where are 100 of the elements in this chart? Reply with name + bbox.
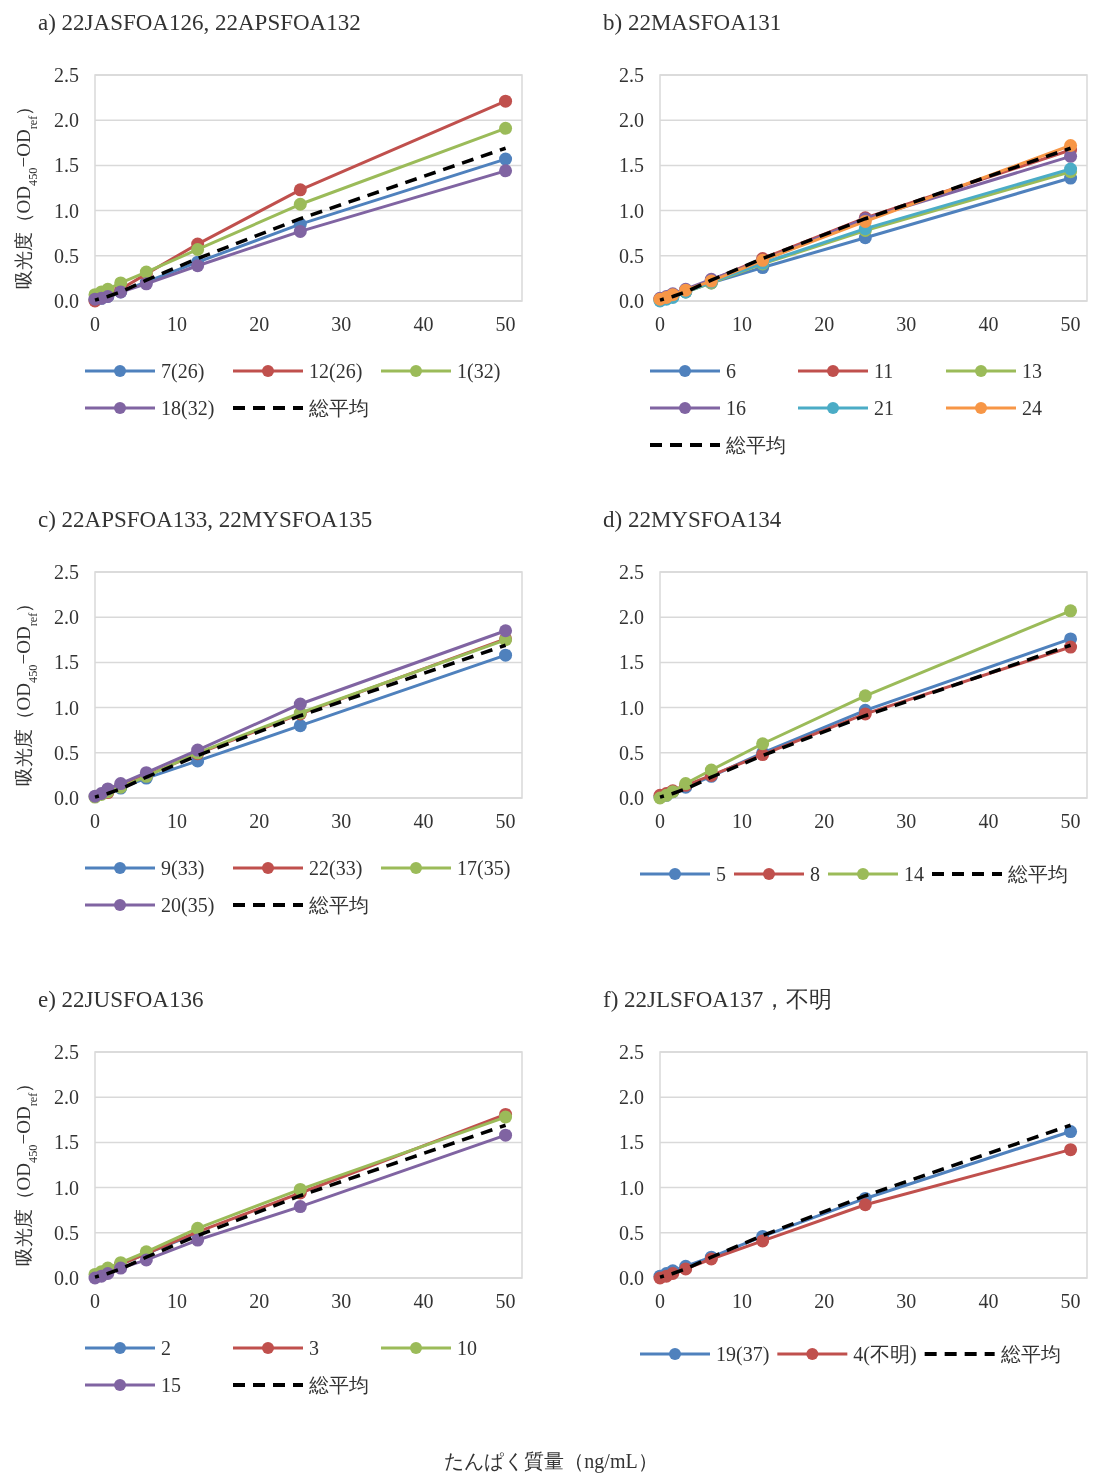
legend-label: 7(26) — [161, 360, 205, 383]
x-tick-label: 10 — [167, 810, 188, 832]
y-tick-label: 0.5 — [619, 1221, 644, 1244]
chart-title: c) 22APSFOA133, 22MYSFOA135 — [38, 507, 373, 532]
point — [1064, 1125, 1078, 1139]
x-tick-label: 0 — [90, 313, 100, 335]
point — [704, 763, 718, 777]
x-tick-label: 30 — [896, 810, 917, 832]
x-tick-label: 0 — [90, 1290, 100, 1312]
y-tick-label: 1.5 — [619, 1131, 644, 1154]
y-tick-label: 1.0 — [619, 696, 644, 719]
y-tick-label: 1.0 — [54, 1176, 79, 1199]
legend-label: 総平均 — [999, 1343, 1061, 1365]
y-tick-label: 1.0 — [54, 199, 79, 222]
y-tick-label: 2.5 — [619, 1041, 644, 1063]
y-tick-label: 2.0 — [619, 1086, 644, 1109]
point — [293, 1182, 307, 1196]
legend-label: 1(32) — [457, 360, 501, 383]
legend-label: 11 — [874, 360, 894, 382]
x-tick-label: 20 — [249, 1290, 270, 1312]
legend-label: 総平均 — [1007, 863, 1068, 885]
y-tick-label: 0.0 — [54, 290, 79, 312]
x-tick-label: 10 — [732, 313, 753, 335]
y-tick-label: 1.0 — [619, 199, 644, 222]
y-tick-label: 2.5 — [619, 561, 644, 583]
legend-label: 12(26) — [309, 360, 363, 383]
legend-label: 18(32) — [161, 397, 215, 420]
y-tick-label: 2.0 — [619, 109, 644, 132]
legend-label: 13 — [1022, 360, 1042, 382]
x-tick-label: 50 — [1060, 313, 1081, 335]
y-tick-label: 2.5 — [54, 64, 79, 86]
x-tick-label: 20 — [814, 1290, 835, 1312]
legend-label: 総平均 — [308, 1374, 369, 1396]
y-tick-label: 1.5 — [619, 154, 644, 177]
y-tick-label: 0.5 — [54, 1221, 79, 1244]
point — [1064, 604, 1078, 618]
x-tick-label: 20 — [814, 313, 835, 335]
x-tick-label: 30 — [896, 313, 917, 335]
legend-label: 総平均 — [308, 397, 369, 419]
y-tick-label: 2.0 — [54, 606, 79, 629]
chart-title: a) 22JASFOA126, 22APSFOA132 — [38, 10, 361, 35]
y-tick-label: 2.0 — [54, 1086, 79, 1109]
x-tick-label: 10 — [167, 313, 188, 335]
x-tick-label: 10 — [732, 1290, 753, 1312]
x-tick-label: 30 — [331, 810, 352, 832]
y-tick-label: 1.0 — [619, 1176, 644, 1199]
y-tick-label: 0.5 — [54, 244, 79, 267]
chart-title: f) 22JLSFOA137，不明 — [603, 987, 833, 1012]
point — [1064, 1143, 1078, 1157]
legend-label: 5 — [716, 863, 726, 885]
y-tick-label: 0.0 — [619, 290, 644, 312]
x-tick-label: 10 — [167, 1290, 188, 1312]
x-tick-label: 20 — [249, 313, 270, 335]
point — [858, 1198, 872, 1212]
point — [1064, 149, 1078, 163]
point — [499, 94, 513, 108]
point — [293, 719, 307, 733]
point — [293, 224, 307, 238]
x-tick-label: 0 — [655, 810, 665, 832]
legend-label: 3 — [309, 1337, 319, 1359]
legend-label: 9(33) — [161, 857, 205, 880]
point — [756, 737, 770, 751]
x-tick-label: 50 — [495, 1290, 516, 1312]
y-tick-label: 0.0 — [54, 1267, 79, 1289]
point — [756, 1234, 770, 1248]
y-tick-label: 0.0 — [619, 1267, 644, 1289]
x-tick-label: 50 — [1060, 1290, 1081, 1312]
legend-label: 6 — [726, 360, 736, 382]
y-tick-label: 1.5 — [54, 651, 79, 674]
x-tick-label: 20 — [814, 810, 835, 832]
x-tick-label: 40 — [413, 1290, 434, 1312]
point — [191, 1221, 205, 1235]
legend-label: 14 — [904, 863, 924, 885]
y-tick-label: 0.0 — [54, 787, 79, 809]
y-tick-label: 2.0 — [54, 109, 79, 132]
legend-label: 総平均 — [308, 894, 369, 916]
legend-label: 8 — [810, 863, 820, 885]
point — [499, 648, 513, 662]
legend-label: 4(不明) — [853, 1343, 917, 1366]
x-tick-label: 10 — [732, 810, 753, 832]
x-tick-label: 50 — [495, 810, 516, 832]
y-tick-label: 0.5 — [619, 244, 644, 267]
x-tick-label: 50 — [495, 313, 516, 335]
y-tick-label: 1.5 — [619, 651, 644, 674]
x-tick-label: 30 — [331, 313, 352, 335]
legend-label: 19(37) — [716, 1343, 770, 1366]
x-axis-title: たんぱく質量（ng/mL） — [444, 1450, 658, 1473]
x-tick-label: 40 — [413, 810, 434, 832]
point — [499, 121, 513, 135]
y-tick-label: 1.5 — [54, 1131, 79, 1154]
chart-title: b) 22MASFOA131 — [603, 10, 782, 35]
point — [191, 259, 205, 273]
legend-label: 20(35) — [161, 894, 215, 917]
legend-label: 10 — [457, 1337, 477, 1359]
legend-label: 総平均 — [725, 434, 786, 456]
legend-label: 21 — [874, 397, 894, 419]
y-tick-label: 2.5 — [619, 64, 644, 86]
x-tick-label: 20 — [249, 810, 270, 832]
point — [499, 152, 513, 166]
x-tick-label: 30 — [896, 1290, 917, 1312]
